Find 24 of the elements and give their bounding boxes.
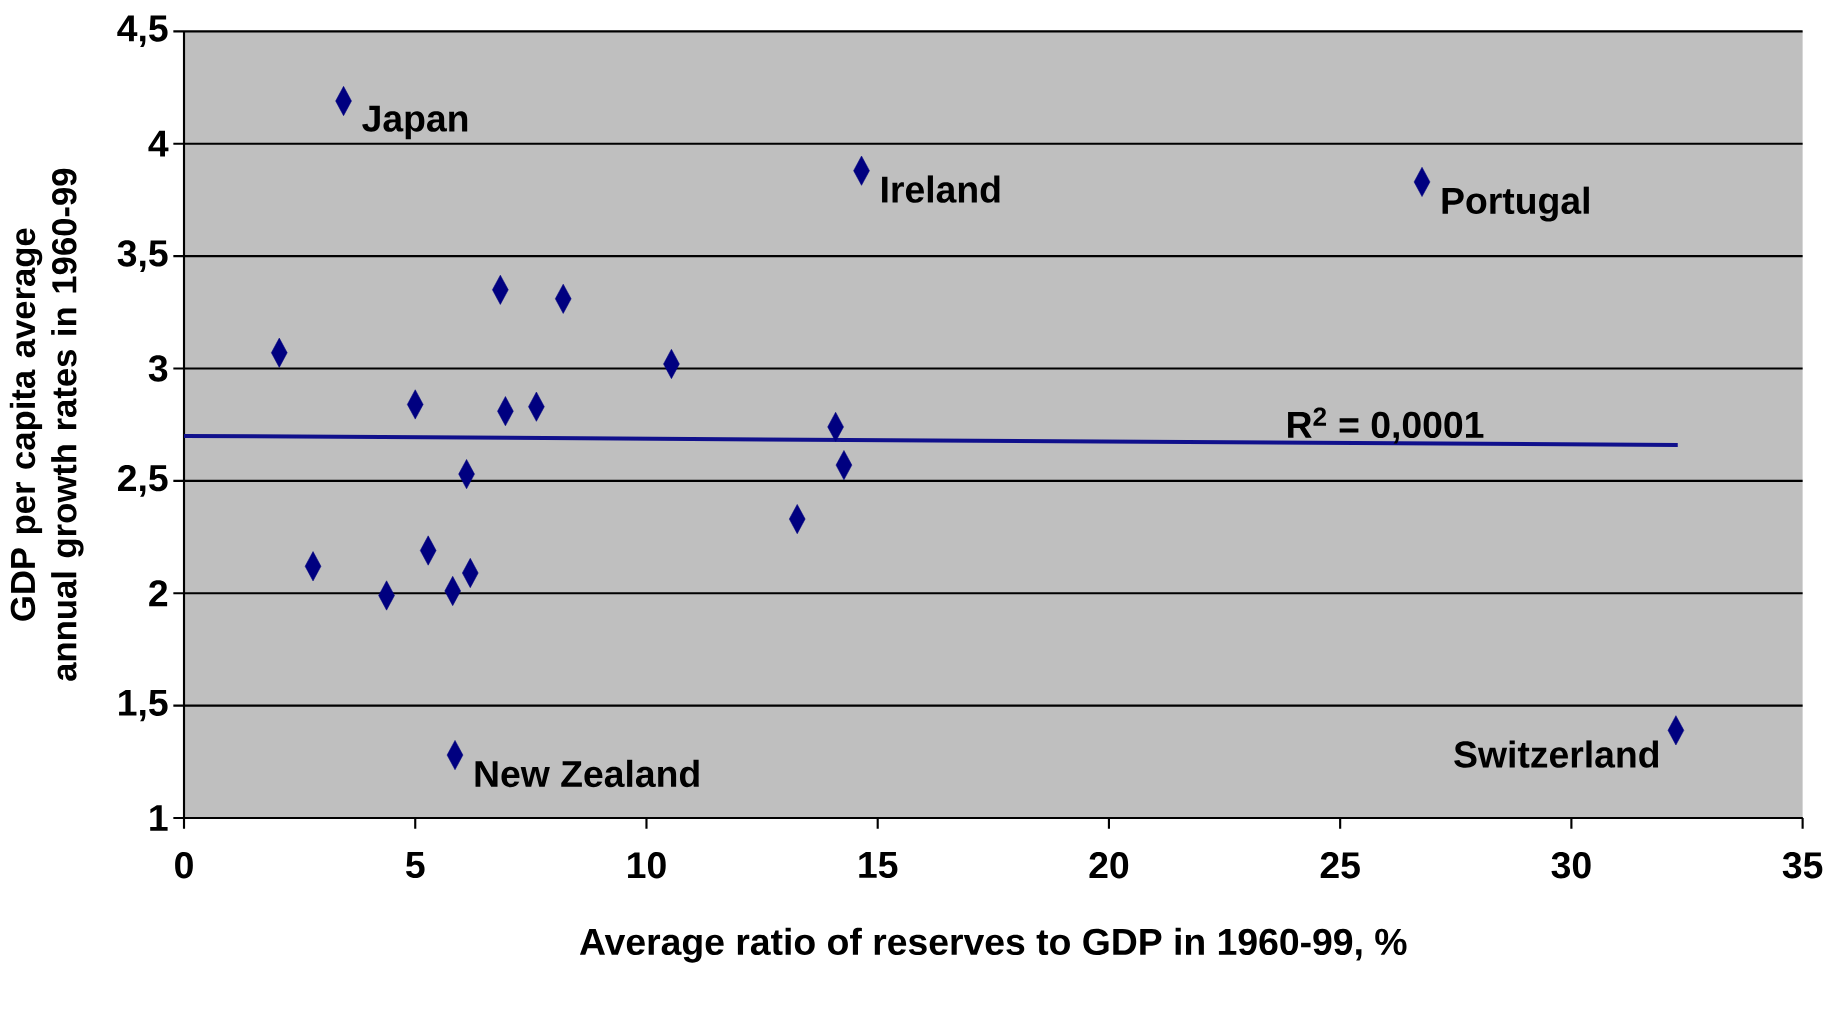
annotation: New Zealand [475,759,699,788]
y-axis-title: GDP per capita average annual growth rates in 1960-99 [9,168,84,681]
annotation: R$^{2}$ = 0,0001 [1288,407,1484,444]
x-tick-label: 30 [1551,852,1591,879]
x-tick-label: 0 [175,852,193,879]
y-tick-label: 1,5 [119,689,168,722]
y-tick-label: 3 [148,355,168,382]
y-tick-label: 1 [150,805,168,831]
x-tick-label: 25 [1320,852,1360,879]
annotation: Japan [362,105,468,140]
x-axis-title: Average ratio of reserves to GDP in 1960-99, % [579,927,1407,963]
x-tick-label: 15 [859,852,898,879]
x-tick-label: 5 [406,852,425,879]
x-tick-label: 10 [628,852,666,879]
annotation: Switzerland [1454,740,1659,768]
annotation: Ireland [882,175,1000,203]
x-tick-label: 35 [1782,852,1823,879]
y-tick-label: 3,5 [117,240,168,273]
y-tick-label: 4 [148,130,169,157]
x-tick-label: 20 [1089,852,1129,879]
annotation: Portugal [1442,186,1589,222]
y-tick-label: 2 [149,580,168,607]
y-tick-label: 2,5 [118,464,168,497]
y-tick-label: 4,5 [117,15,168,48]
